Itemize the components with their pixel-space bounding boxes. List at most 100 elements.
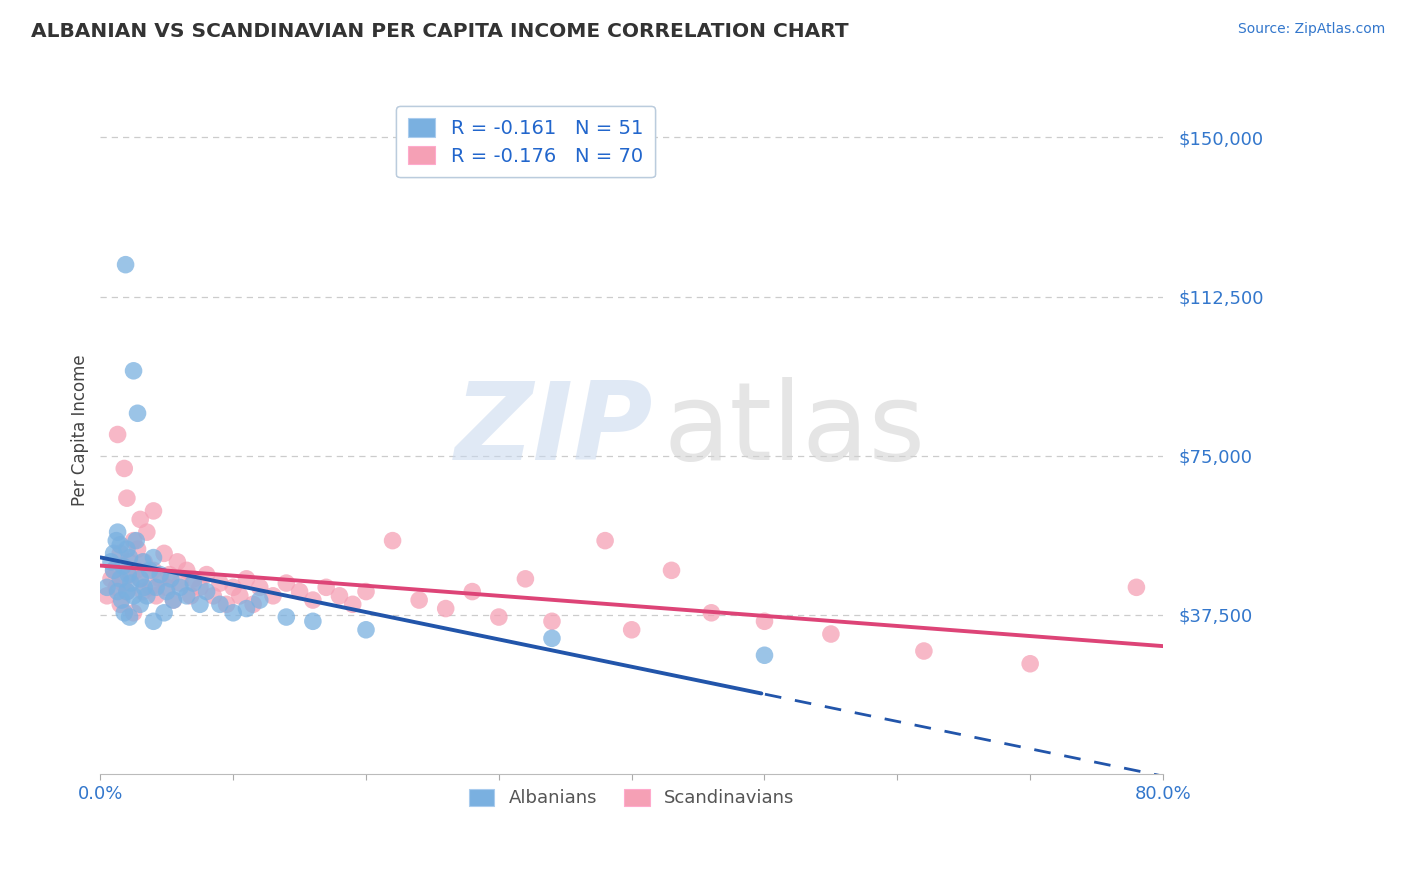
Point xyxy=(153,606,176,620)
Point xyxy=(110,572,132,586)
Point xyxy=(434,601,457,615)
Point xyxy=(180,589,202,603)
Point xyxy=(122,533,145,548)
Point xyxy=(129,572,152,586)
Point xyxy=(302,615,325,629)
Point xyxy=(176,563,198,577)
Point xyxy=(117,567,139,582)
Point xyxy=(138,563,160,577)
Point xyxy=(229,589,252,603)
Point xyxy=(593,533,616,548)
Point xyxy=(159,572,181,586)
Point xyxy=(115,584,138,599)
Point xyxy=(96,580,118,594)
Point xyxy=(235,572,257,586)
Point xyxy=(162,593,184,607)
Point xyxy=(153,546,176,560)
Point xyxy=(110,538,132,552)
Point xyxy=(408,593,430,607)
Point xyxy=(125,563,148,577)
Text: Source: ZipAtlas.com: Source: ZipAtlas.com xyxy=(1237,22,1385,37)
Point xyxy=(754,648,776,663)
Point xyxy=(107,427,129,442)
Point xyxy=(354,623,377,637)
Point xyxy=(142,563,165,577)
Point xyxy=(912,644,935,658)
Point xyxy=(114,258,136,272)
Point xyxy=(120,576,142,591)
Point xyxy=(142,550,165,565)
Point xyxy=(188,580,211,594)
Point xyxy=(142,504,165,518)
Point xyxy=(202,589,225,603)
Point xyxy=(215,597,238,611)
Point xyxy=(110,593,132,607)
Point xyxy=(262,589,284,603)
Point xyxy=(125,533,148,548)
Point xyxy=(157,567,180,582)
Point xyxy=(111,576,134,591)
Point xyxy=(100,572,122,586)
Point xyxy=(354,584,377,599)
Text: atlas: atlas xyxy=(664,377,925,483)
Point xyxy=(461,584,484,599)
Point xyxy=(183,572,205,586)
Point xyxy=(129,572,152,586)
Point xyxy=(222,580,245,594)
Point xyxy=(100,555,122,569)
Point xyxy=(115,584,138,599)
Point xyxy=(115,491,138,505)
Y-axis label: Per Capita Income: Per Capita Income xyxy=(72,354,89,506)
Point xyxy=(132,555,155,569)
Point xyxy=(242,597,264,611)
Point xyxy=(103,546,125,560)
Point xyxy=(120,567,142,582)
Point xyxy=(208,576,231,591)
Point xyxy=(620,623,643,637)
Point xyxy=(188,597,211,611)
Point xyxy=(127,406,149,420)
Point xyxy=(115,542,138,557)
Point xyxy=(122,606,145,620)
Point xyxy=(235,601,257,615)
Point xyxy=(249,580,271,594)
Point xyxy=(195,567,218,582)
Point xyxy=(105,580,128,594)
Point xyxy=(107,584,129,599)
Point xyxy=(222,606,245,620)
Point xyxy=(135,525,157,540)
Point xyxy=(103,563,125,577)
Point xyxy=(328,589,350,603)
Point xyxy=(145,589,167,603)
Point xyxy=(166,555,188,569)
Point xyxy=(1019,657,1042,671)
Point xyxy=(149,572,172,586)
Text: ZIP: ZIP xyxy=(454,377,652,483)
Point xyxy=(541,632,564,646)
Point xyxy=(169,576,191,591)
Point xyxy=(112,606,135,620)
Point xyxy=(208,597,231,611)
Point xyxy=(107,525,129,540)
Point xyxy=(1125,580,1147,594)
Point xyxy=(302,593,325,607)
Point xyxy=(169,580,191,594)
Point xyxy=(700,606,723,620)
Point xyxy=(122,364,145,378)
Legend: Albanians, Scandinavians: Albanians, Scandinavians xyxy=(461,781,801,814)
Point xyxy=(118,555,141,569)
Text: ALBANIAN VS SCANDINAVIAN PER CAPITA INCOME CORRELATION CHART: ALBANIAN VS SCANDINAVIAN PER CAPITA INCO… xyxy=(31,22,849,41)
Point xyxy=(342,597,364,611)
Point xyxy=(129,597,152,611)
Point xyxy=(176,589,198,603)
Point xyxy=(122,589,145,603)
Point xyxy=(118,550,141,565)
Point xyxy=(488,610,510,624)
Point xyxy=(96,589,118,603)
Point xyxy=(162,593,184,607)
Point xyxy=(118,610,141,624)
Point xyxy=(276,576,298,591)
Point xyxy=(381,533,404,548)
Point xyxy=(661,563,683,577)
Point xyxy=(134,555,156,569)
